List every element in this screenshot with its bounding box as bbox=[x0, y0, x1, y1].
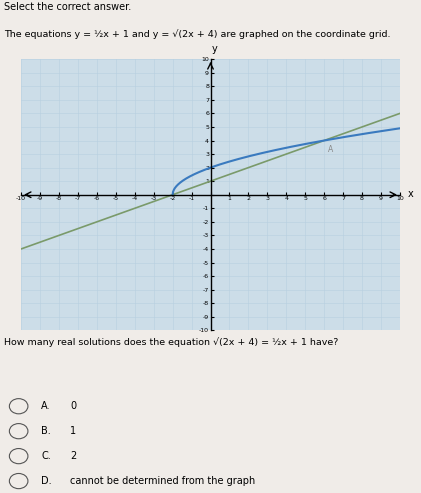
Text: A.: A. bbox=[41, 401, 51, 411]
Text: The equations y = ½x + 1 and y = √(2x + 4) are graphed on the coordinate grid.: The equations y = ½x + 1 and y = √(2x + … bbox=[4, 29, 391, 39]
Text: D.: D. bbox=[41, 476, 52, 486]
Text: A: A bbox=[328, 145, 333, 154]
Text: y: y bbox=[211, 44, 217, 54]
Text: 1: 1 bbox=[70, 426, 76, 436]
Text: How many real solutions does the equation √(2x + 4) = ½x + 1 have?: How many real solutions does the equatio… bbox=[4, 338, 338, 348]
Text: 2: 2 bbox=[70, 451, 77, 461]
Text: B.: B. bbox=[41, 426, 51, 436]
Text: x: x bbox=[408, 189, 413, 199]
Text: cannot be determined from the graph: cannot be determined from the graph bbox=[70, 476, 256, 486]
Text: Select the correct answer.: Select the correct answer. bbox=[4, 2, 131, 12]
Text: C.: C. bbox=[41, 451, 51, 461]
Text: 0: 0 bbox=[70, 401, 76, 411]
